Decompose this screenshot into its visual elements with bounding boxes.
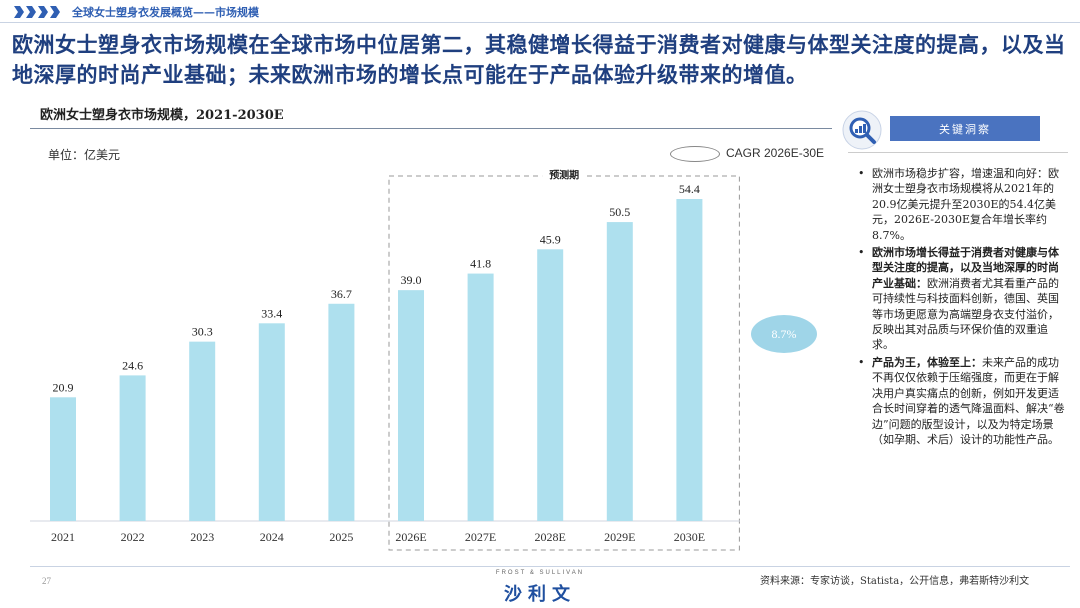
logo-subtitle: FROST & SULLIVAN [495,570,585,576]
x-tick-label: 2022 [121,530,145,544]
page-headline: 欧洲女士塑身衣市场规模在全球市场中位居第二，其稳健增长得益于消费者对健康与体型关… [12,32,1066,87]
cagr-bubble: 8.7% [751,315,817,353]
bar [189,341,216,521]
header-bar: 全球女士塑身衣发展概览——市场规模 [0,0,1080,24]
bar-value-label: 33.4 [261,306,282,320]
chart-title-divider [30,128,832,129]
bar [119,375,146,521]
bullet-icon: • [858,355,865,369]
insight-text: 欧洲消费者尤其看重产品的可持续性与科技面料创新，德国、英国等市场更愿意为高端塑身… [872,276,1059,352]
bar-value-label: 24.6 [122,358,143,372]
x-tick-label: 2027E [465,530,496,544]
insights-divider [848,152,1068,153]
bar-value-label: 20.9 [53,380,74,394]
chevrons-icon [14,6,60,18]
chevron-icon [50,6,60,18]
insights-list: • 欧洲市场稳步扩容，增速温和向好：欧洲女士塑身衣市场规模将从2021年的20.9… [858,166,1068,449]
bullet-icon: • [858,167,865,180]
insight-strong-text: 欧洲市场增长得益于消费者对健康与体型关注度的提高，以及当地深厚的时尚产业基础： [872,246,1059,290]
x-tick-label: 2024 [260,530,284,544]
x-tick-label: 2023 [190,530,214,544]
cagr-legend-label: CAGR 2026E-30E [726,146,825,160]
unit-label: 单位：亿美元 [48,148,121,162]
bullet-icon: • [858,246,865,260]
bar [676,199,703,521]
bar-value-label: 45.9 [540,232,561,246]
x-tick-label: 2028E [535,530,566,544]
x-tick-label: 2021 [51,530,75,544]
breadcrumb: 全球女士塑身衣发展概览——市场规模 [72,6,259,19]
x-tick-label: 2030E [674,530,705,544]
bar [467,273,494,521]
x-tick-label: 2026E [395,530,426,544]
bar-value-label: 30.3 [192,325,213,339]
bar [328,303,355,521]
chevron-icon [26,6,36,18]
bar [398,290,424,521]
insight-text: 未来产品的成功不再仅仅依赖于压缩强度，而更在于解决用户真实痛点的创新，例如开发更… [872,355,1065,446]
forecast-label: 预测期 [549,169,579,182]
bar-value-label: 36.7 [331,287,352,301]
chevron-icon [38,6,48,18]
bar [537,249,564,521]
page-number: 27 [42,576,51,586]
bar-value-label: 41.8 [470,257,491,271]
chevron-icon [14,6,24,18]
bar-value-label: 39.0 [401,273,422,287]
logo: 沙利文 [504,584,576,605]
insights-title: 关键洞察 [890,116,1040,141]
x-tick-label: 2025 [329,530,353,544]
bar [606,222,633,521]
insight-strong-text: 产品为王，体验至上： [872,355,982,369]
bar-value-label: 50.5 [609,205,630,219]
magnifier-chart-icon [842,110,882,150]
insight-item: • 欧洲市场稳步扩容，增速温和向好：欧洲女士塑身衣市场规模将从2021年的20.9… [858,166,1068,243]
footer-divider [30,566,1070,567]
bar [50,397,76,521]
insight-item: • 产品为王，体验至上：未来产品的成功不再仅仅依赖于压缩强度，而更在于解决用户真实… [858,355,1068,447]
bar [258,323,285,521]
insight-item: • 欧洲市场增长得益于消费者对健康与体型关注度的提高，以及当地深厚的时尚产业基础：… [858,245,1068,353]
source-note: 资料来源：专家访谈，Statista，公开信息，弗若斯特沙利文 [760,576,1030,587]
cagr-legend-icon [670,146,720,162]
chart-title: 欧洲女士塑身衣市场规模，2021-2030E [40,108,284,123]
bar-value-label: 54.4 [679,182,700,196]
insight-text: 欧洲市场稳步扩容，增速温和向好：欧洲女士塑身衣市场规模将从2021年的20.9亿… [872,167,1059,242]
x-tick-label: 2029E [604,530,635,544]
header-divider [0,22,1080,23]
forecast-label-bg [542,168,587,184]
